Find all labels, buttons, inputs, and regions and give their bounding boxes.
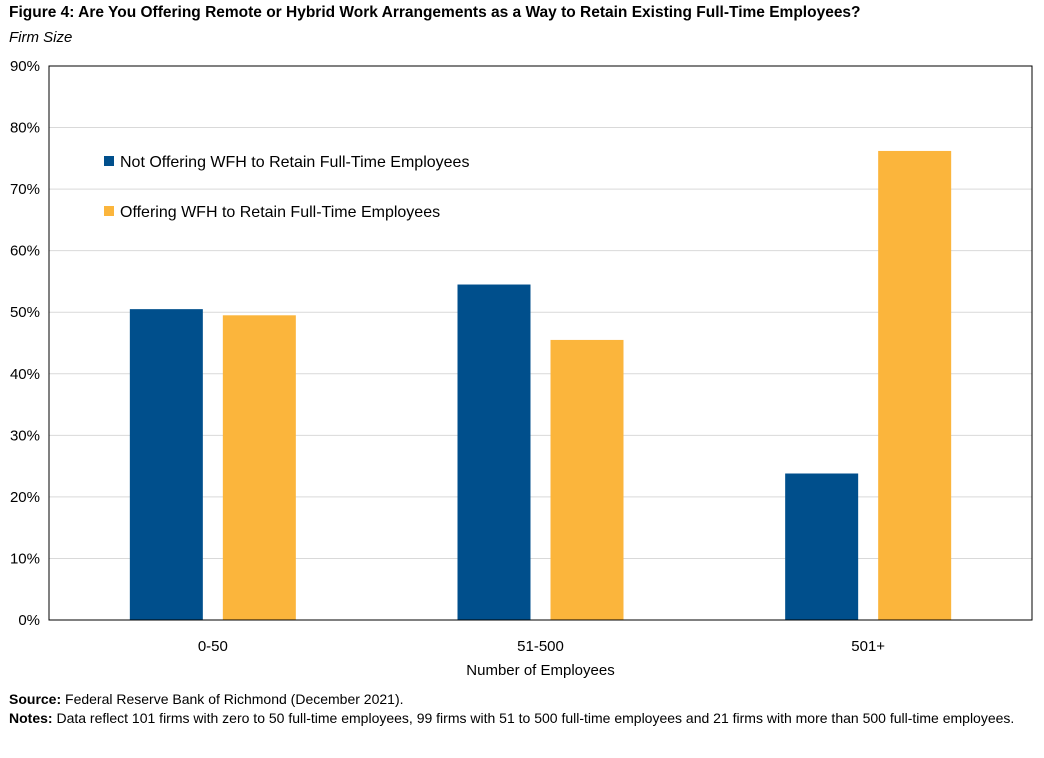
y-tick-label: 50% <box>10 304 40 321</box>
bar-501+-series-2 <box>878 150 952 621</box>
legend-swatch <box>104 206 114 216</box>
legend: Not Offering WFH to Retain Full-Time Emp… <box>104 154 469 221</box>
bar-501+-series-1 <box>785 473 859 620</box>
notes-label: Notes: <box>9 710 53 726</box>
bar-51-500-series-1 <box>457 284 531 620</box>
y-tick-label: 90% <box>10 58 40 75</box>
bar-51-500-series-2 <box>550 339 624 620</box>
footer: Source: Federal Reserve Bank of Richmond… <box>9 690 1037 728</box>
y-tick-label: 10% <box>10 550 40 567</box>
y-tick-label: 80% <box>10 120 40 137</box>
notes-line: Notes: Data reflect 101 firms with zero … <box>9 709 1037 728</box>
y-tick-label: 70% <box>10 181 40 198</box>
gridlines <box>49 127 1032 559</box>
legend-label: Offering WFH to Retain Full-Time Employe… <box>120 204 440 221</box>
x-tick-label: 501+ <box>851 638 885 655</box>
source-line: Source: Federal Reserve Bank of Richmond… <box>9 690 1037 709</box>
legend-swatch <box>104 156 114 166</box>
y-axis-ticks: 0% 10% 20% 30% 40% 50% 60% 70% 80% 90% <box>10 58 40 629</box>
bar-0-50-series-1 <box>129 309 203 620</box>
y-tick-label: 20% <box>10 489 40 506</box>
y-tick-label: 60% <box>10 243 40 260</box>
chart-subtitle: Firm Size <box>9 29 73 46</box>
bars <box>129 150 952 621</box>
source-text: Federal Reserve Bank of Richmond (Decemb… <box>61 691 404 707</box>
y-tick-label: 30% <box>10 427 40 444</box>
chart-title: Figure 4: Are You Offering Remote or Hyb… <box>9 4 861 21</box>
notes-text: Data reflect 101 firms with zero to 50 f… <box>52 710 1015 726</box>
bar-chart: 0% 10% 20% 30% 40% 50% 60% 70% 80% 90% 0-50 51-500… <box>10 58 1033 679</box>
plot-frame <box>48 65 1033 621</box>
source-label: Source: <box>9 691 62 707</box>
y-tick-label: 0% <box>18 612 40 629</box>
x-tick-label: 51-500 <box>517 638 564 655</box>
legend-label: Not Offering WFH to Retain Full-Time Emp… <box>120 154 469 171</box>
bar-0-50-series-2 <box>222 315 296 620</box>
x-axis-ticks: 0-50 51-500 501+ <box>198 638 885 655</box>
x-axis-label: Number of Employees <box>466 662 614 679</box>
x-tick-label: 0-50 <box>198 638 228 655</box>
y-tick-label: 40% <box>10 366 40 383</box>
